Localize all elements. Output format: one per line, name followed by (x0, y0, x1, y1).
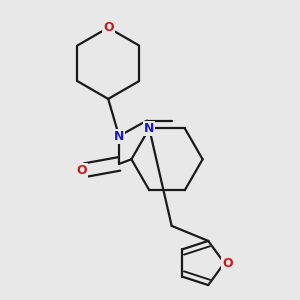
Text: O: O (222, 256, 233, 269)
Text: O: O (76, 164, 87, 177)
Text: N: N (114, 130, 124, 142)
Text: O: O (103, 21, 113, 34)
Text: N: N (144, 122, 154, 135)
